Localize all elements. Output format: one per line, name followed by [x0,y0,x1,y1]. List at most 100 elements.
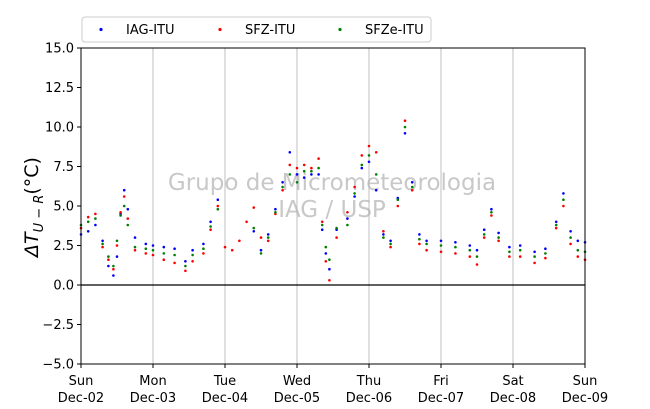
y-tick-label: −5.0 [42,358,74,373]
y-tick-label: 12.5 [45,81,74,96]
y-tick-label: −2.5 [42,318,74,333]
data-point [418,237,421,241]
data-point [475,263,479,266]
data-point [202,252,205,255]
x-tick-label-date: Dec-03 [130,391,176,406]
data-point [328,258,331,262]
data-point [562,192,565,195]
data-point [115,255,119,258]
data-point [151,248,155,252]
legend-label: SFZ-ITU [245,23,295,38]
data-point [544,247,547,250]
data-point [475,248,479,252]
data-point [252,230,256,233]
data-point [533,250,536,254]
data-point [410,185,414,189]
x-tick-label-day: Mon [139,374,166,389]
data-point [122,195,126,198]
data-point [533,261,536,265]
legend-label: IAG-ITU [126,23,175,38]
data-point [544,252,547,255]
x-tick-label-day: Thu [356,374,381,389]
data-point [266,236,270,239]
data-point [544,256,547,260]
data-point [216,204,220,208]
data-point [367,144,371,148]
data-point [360,163,364,167]
x-tick-label-day: Sat [502,374,523,389]
data-point [184,269,187,273]
y-axis: −5.0 −2.5 0.0 2.5 5.0 7.5 10.0 12.5 15.0 [42,42,81,373]
data-points [79,119,587,282]
grid-lines [152,48,514,364]
data-point [389,242,392,246]
data-point [353,195,356,198]
y-tick-label: 2.5 [53,239,74,254]
data-point [320,223,324,227]
data-point [173,247,176,250]
data-point [569,242,572,246]
data-point [107,258,110,262]
data-point [518,244,522,247]
data-point [151,253,155,257]
data-point [475,255,479,258]
watermark-line-2: IAG / USP [278,197,386,223]
data-point [107,255,110,258]
data-point [259,248,263,252]
data-point [112,264,115,268]
data-point [122,188,126,192]
data-point [295,173,299,176]
series-iag-itu [79,132,587,277]
data-point [518,248,522,252]
data-point [396,198,400,201]
data-point [295,166,299,170]
data-point [439,239,443,243]
data-point [576,255,580,258]
data-point [223,245,227,249]
data-point [259,252,263,255]
legend: IAG-ITU SFZ-ITU SFZe-ITU [81,16,432,43]
data-point [162,252,166,255]
data-point [184,260,187,263]
data-point [266,233,270,236]
data-point [94,217,97,220]
data-point [302,163,306,167]
x-tick-label-date: Dec-05 [274,391,320,406]
data-point [266,239,270,243]
data-point [367,160,371,164]
data-point [425,242,428,246]
data-point [346,223,349,227]
data-point [115,244,119,247]
data-point [490,211,493,214]
data-point [202,247,205,250]
data-point [324,260,328,263]
x-tick-label-date: Dec-09 [562,391,608,406]
data-point [353,192,356,195]
x-tick-label-date: Dec-08 [490,391,536,406]
data-point [418,242,421,246]
data-point [468,255,472,258]
data-point [410,188,414,192]
data-point [122,204,126,208]
data-point [191,260,194,263]
data-point [162,245,166,249]
y-tick-label: 7.5 [53,160,74,175]
data-point [382,233,385,236]
data-point [468,244,472,247]
data-point [374,151,378,154]
data-point [302,169,306,173]
data-point [508,245,511,249]
data-point [328,279,331,282]
data-point [576,239,580,243]
data-point [335,236,338,239]
data-point [245,220,248,224]
x-tick-label-day: Sun [69,374,94,389]
data-point [482,236,486,239]
data-point [389,239,392,243]
data-point [144,252,148,255]
data-point [133,248,137,252]
data-point [454,245,457,249]
x-tick-label-day: Tue [213,374,236,389]
data-point [274,207,277,211]
